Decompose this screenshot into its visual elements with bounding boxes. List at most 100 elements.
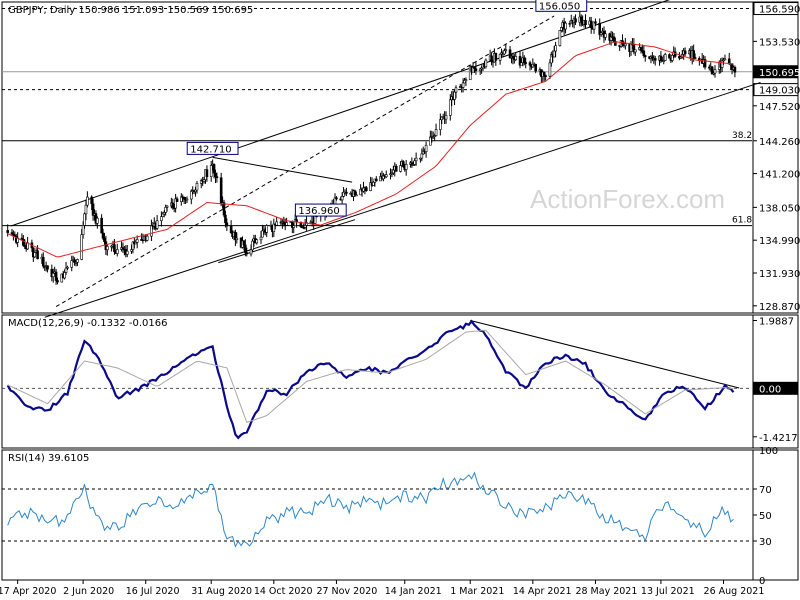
candle-body — [355, 194, 358, 197]
candle-body — [584, 19, 587, 26]
candle-body — [219, 177, 223, 205]
candle-body — [503, 50, 506, 55]
candle-body — [604, 33, 607, 38]
x-tick-label: 17 Apr 2020 — [0, 586, 56, 597]
candle-body — [215, 176, 219, 179]
candle-body — [285, 222, 288, 226]
candle-body — [6, 230, 9, 233]
x-tick-label: 14 Apr 2021 — [513, 586, 572, 597]
candle-body — [103, 237, 106, 242]
candle-body — [125, 250, 129, 255]
candle-body — [659, 55, 663, 62]
candle-body — [693, 57, 697, 59]
candle-body — [634, 49, 637, 53]
candle-body — [249, 249, 253, 255]
candle-body — [548, 62, 552, 77]
candle-body — [589, 20, 593, 28]
watermark-text: ActionForex.com — [530, 184, 725, 214]
candle-body — [594, 21, 597, 24]
candle-body — [542, 71, 546, 76]
x-tick-label: 13 Jul 2021 — [641, 586, 695, 597]
candle-body — [66, 266, 69, 269]
trendline — [10, 0, 671, 227]
candle-body — [424, 144, 428, 152]
candle-body — [434, 129, 438, 136]
candle-body — [56, 280, 59, 283]
candle-body — [554, 45, 557, 52]
price-annotation-label: 156.050 — [539, 1, 580, 12]
candle-body — [335, 197, 338, 200]
candle-body — [174, 198, 177, 209]
y-tick-label: 70 — [759, 485, 772, 496]
candle-body — [624, 43, 627, 47]
candle-body — [33, 252, 37, 258]
fib-level-label: 61.8 — [732, 216, 752, 226]
x-tick-label: 1 Mar 2021 — [450, 586, 504, 597]
candle-body — [96, 217, 99, 224]
trendline — [212, 156, 353, 183]
price-annotation-box — [186, 141, 239, 155]
y-tick-label: 128.870 — [759, 302, 800, 313]
candle-body — [394, 166, 398, 172]
candle-body — [404, 164, 408, 170]
candle-body — [275, 221, 278, 226]
candle-body — [145, 235, 149, 241]
candle-body — [520, 62, 523, 66]
candle-body — [265, 225, 269, 233]
candle-body — [165, 205, 169, 208]
candle-body — [292, 225, 296, 228]
candle-body — [189, 190, 193, 200]
candle-body — [643, 55, 647, 57]
series-line-sma — [7, 41, 734, 258]
panel-header-label: GBPJPY, Daily 150.986 151.093 150.569 15… — [8, 5, 253, 16]
candle-body — [668, 54, 671, 59]
candle-body — [559, 27, 563, 31]
candle-body — [155, 220, 159, 229]
y-tick-label: 141.200 — [759, 170, 800, 181]
price-annotation-label: 136.960 — [298, 206, 339, 217]
candle-body — [86, 196, 89, 206]
candle-body — [558, 30, 562, 46]
candle-body — [101, 232, 105, 239]
x-tick-label: 26 Aug 2021 — [704, 586, 765, 597]
candle-body — [41, 256, 45, 267]
price-annotation-box — [535, 0, 588, 12]
candle-body — [399, 165, 402, 172]
x-axis: 17 Apr 2020 2 Jun 2020 16 Jul 2020 31 Aug 2… — [0, 580, 764, 597]
candle-body — [54, 271, 58, 281]
trendline — [55, 15, 555, 307]
candle-body — [564, 22, 567, 30]
candle-body — [552, 50, 556, 58]
candle-body — [639, 47, 643, 51]
candle-body — [703, 59, 707, 68]
candle-body — [733, 67, 737, 73]
candle-body — [722, 59, 725, 62]
current-value-box — [753, 381, 799, 395]
y-tick-label: 0.00 — [759, 384, 781, 395]
candle-body — [160, 216, 163, 221]
candle-body — [420, 153, 424, 159]
panel-frame — [1, 314, 799, 449]
candle-body — [534, 63, 537, 72]
candle-body — [464, 79, 468, 82]
candle-body — [612, 36, 616, 42]
candle-body — [171, 202, 175, 208]
candle-body — [205, 169, 209, 178]
y-tick-label: 1.9887 — [759, 317, 794, 328]
candle-body — [214, 172, 217, 177]
x-tick-label: 28 May 2021 — [575, 586, 637, 597]
candle-body — [384, 174, 388, 178]
candle-body — [225, 222, 229, 227]
y-tick-label: -1.4217 — [759, 433, 798, 444]
candle-body — [135, 239, 139, 243]
candle-body — [642, 50, 646, 56]
y-tick-label: 156.590 — [759, 5, 800, 16]
series-line-rsi-14- — [7, 471, 734, 548]
panel-header-label: RSI(14) 39.6105 — [8, 453, 89, 464]
candle-body — [36, 250, 39, 260]
candle-body — [63, 272, 66, 279]
candle-body — [115, 249, 119, 254]
candle-body — [494, 53, 498, 61]
candle-body — [663, 54, 667, 61]
candle-body — [723, 58, 727, 61]
